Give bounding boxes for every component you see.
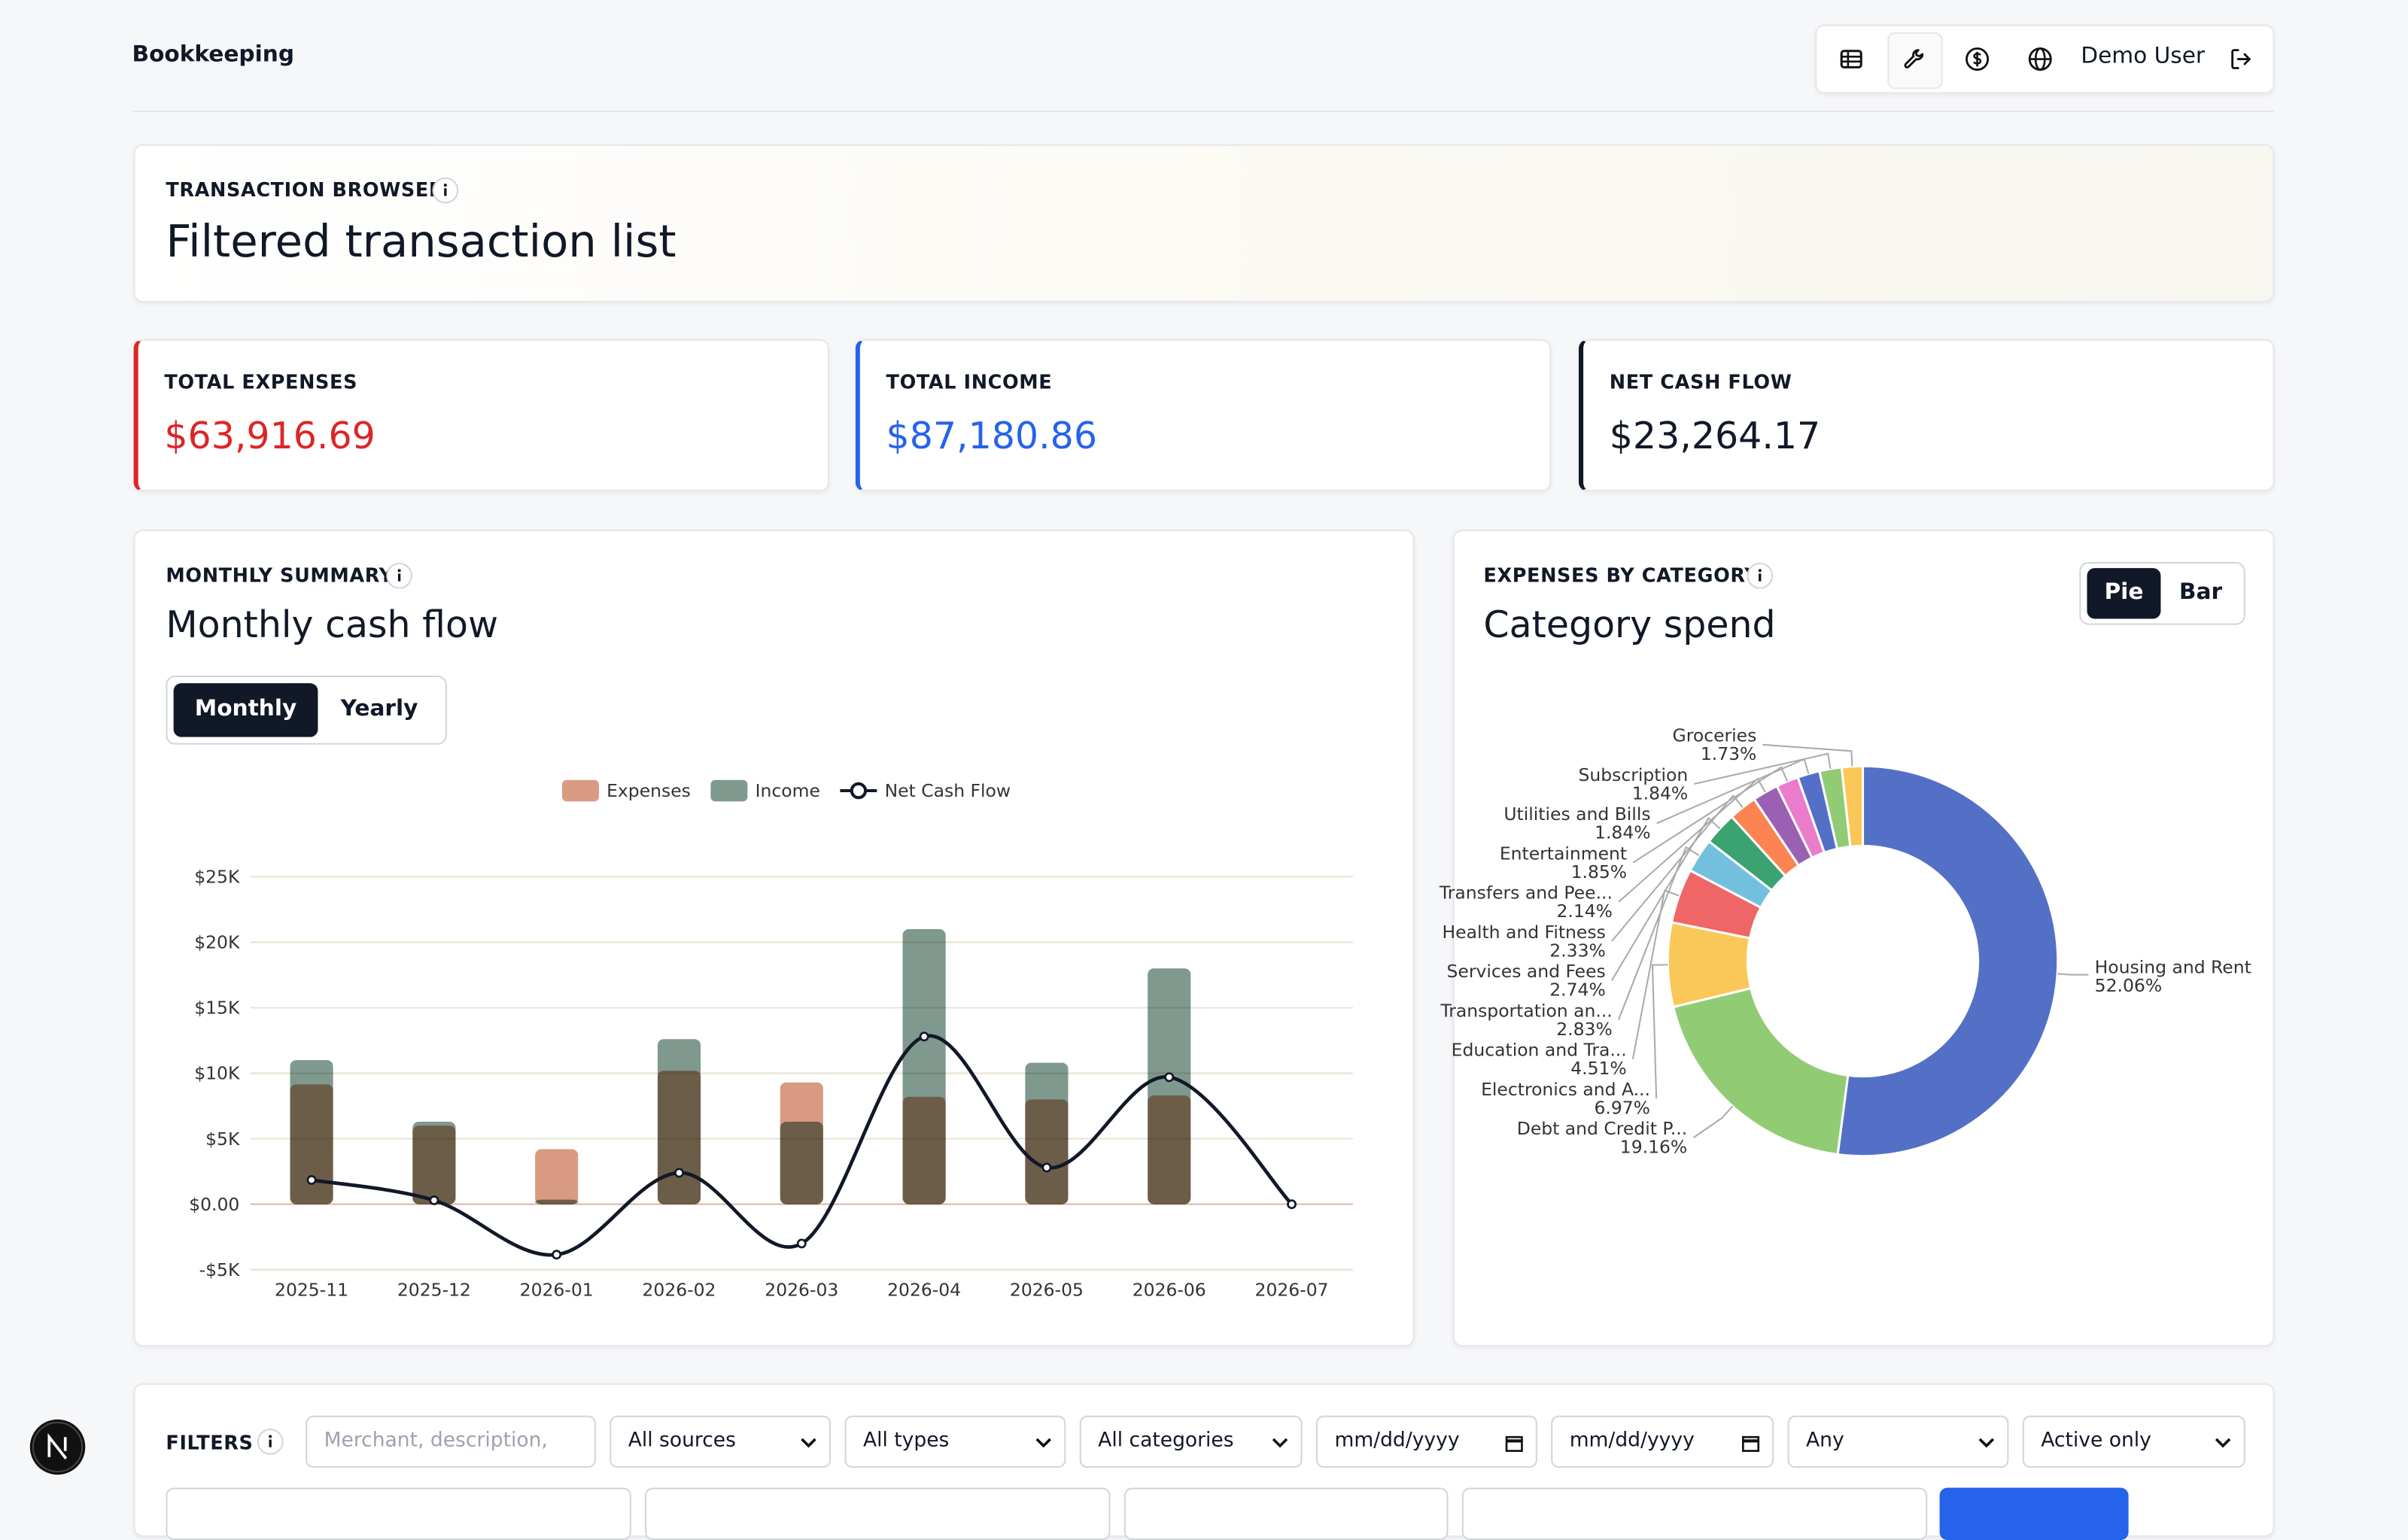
stat-label: TOTAL EXPENSES [164, 369, 358, 393]
search-input[interactable]: Merchant, description, dates, [306, 1415, 596, 1469]
calendar-icon [1505, 1435, 1523, 1452]
eyebrow: EXPENSES BY CATEGORY [1483, 563, 1759, 587]
calendar-icon [1741, 1435, 1760, 1452]
filters-card: FILTERS Merchant, description, dates, Al… [133, 1383, 2275, 1540]
hero-title: Filtered transaction list [166, 214, 676, 268]
select-value: All sources [628, 1429, 736, 1453]
stat-value: $87,180.86 [886, 415, 1098, 458]
next-logo[interactable] [29, 1419, 87, 1476]
globe-icon[interactable] [2027, 46, 2054, 72]
date-input[interactable]: mm/dd/yyyy [1551, 1415, 1774, 1469]
tools-button[interactable] [1887, 32, 1943, 90]
date-input[interactable]: mm/dd/yyyy [1315, 1415, 1537, 1469]
logout-icon[interactable] [2228, 46, 2254, 72]
input[interactable] [166, 1487, 631, 1540]
stat-value: $63,916.69 [164, 415, 375, 458]
chevron [1272, 1438, 1288, 1448]
card-title: Category spend [1483, 603, 1776, 647]
wrench-icon [1904, 49, 1924, 68]
chevron [1978, 1438, 1995, 1448]
stat-value: $23,264.17 [1609, 415, 1821, 458]
info-icon[interactable] [431, 177, 459, 205]
info-icon[interactable] [257, 1428, 284, 1456]
select-value: Any [1805, 1429, 1844, 1453]
hero-card: TRANSACTION BROWSER Filtered transaction… [133, 144, 2275, 303]
select[interactable]: Any [1787, 1415, 2009, 1469]
toggle-group: Pie Bar [2079, 561, 2245, 625]
date-value: mm/dd/yyyy [1569, 1429, 1695, 1453]
select-value: All types [862, 1429, 950, 1453]
nav-bar: Demo User [1815, 24, 2275, 94]
input[interactable] [1461, 1487, 1928, 1540]
eyebrow: TRANSACTION BROWSER [166, 178, 445, 202]
toggle-group: Monthly Yearly [166, 675, 447, 745]
info-icon[interactable] [1746, 562, 1774, 590]
eyebrow: MONTHLY SUMMARY [166, 563, 394, 587]
app: Bookkeeping Demo User TRANSACTION BROWSE… [29, 24, 2275, 1540]
chevron [801, 1438, 816, 1448]
select[interactable]: Active only [2022, 1415, 2245, 1469]
select-value: Active only [2041, 1429, 2151, 1453]
stat-label: NET CASH FLOW [1609, 369, 1792, 393]
stat-card: TOTAL INCOME $87,180.86 [855, 339, 1552, 492]
date-value: mm/dd/yyyy [1334, 1429, 1460, 1453]
chevron [1035, 1438, 1051, 1448]
category-card: EXPENSES BY CATEGORY Category spend Pie … [1452, 530, 2275, 1347]
stat-card: TOTAL EXPENSES $63,916.69 [133, 339, 830, 492]
toggle-button[interactable]: Yearly [340, 697, 418, 722]
select[interactable]: All types [844, 1415, 1066, 1469]
toggle-button[interactable]: Bar [2178, 580, 2223, 606]
info-icon[interactable] [385, 562, 413, 590]
placeholder: Merchant, description, dates, [324, 1429, 548, 1453]
user-name[interactable]: Demo User [2081, 44, 2206, 69]
stat-card: NET CASH FLOW $23,264.17 [1578, 339, 2275, 492]
filters-label: FILTERS [166, 1431, 254, 1454]
toggle-button[interactable]: Pie [2087, 568, 2161, 619]
apply-button[interactable] [1939, 1487, 2129, 1540]
page: Bookkeeping Demo User TRANSACTION BROWSE… [29, 24, 2275, 1540]
table-icon[interactable] [1838, 46, 1865, 72]
input[interactable] [645, 1487, 1111, 1540]
toggle-button[interactable]: Monthly [173, 683, 318, 737]
chevron [2215, 1438, 2231, 1448]
dollar-icon[interactable] [1964, 46, 1990, 72]
card-title: Monthly cash flow [166, 603, 499, 647]
divider [132, 110, 2275, 112]
stat-label: TOTAL INCOME [886, 369, 1053, 393]
input[interactable] [1123, 1487, 1449, 1540]
select[interactable]: All categories [1079, 1415, 1303, 1469]
select-value: All categories [1098, 1429, 1234, 1453]
select[interactable]: All sources [610, 1415, 832, 1469]
app-title: Bookkeeping [132, 43, 295, 68]
monthly-card: MONTHLY SUMMARY Monthly cash flow Monthl… [133, 530, 1415, 1347]
